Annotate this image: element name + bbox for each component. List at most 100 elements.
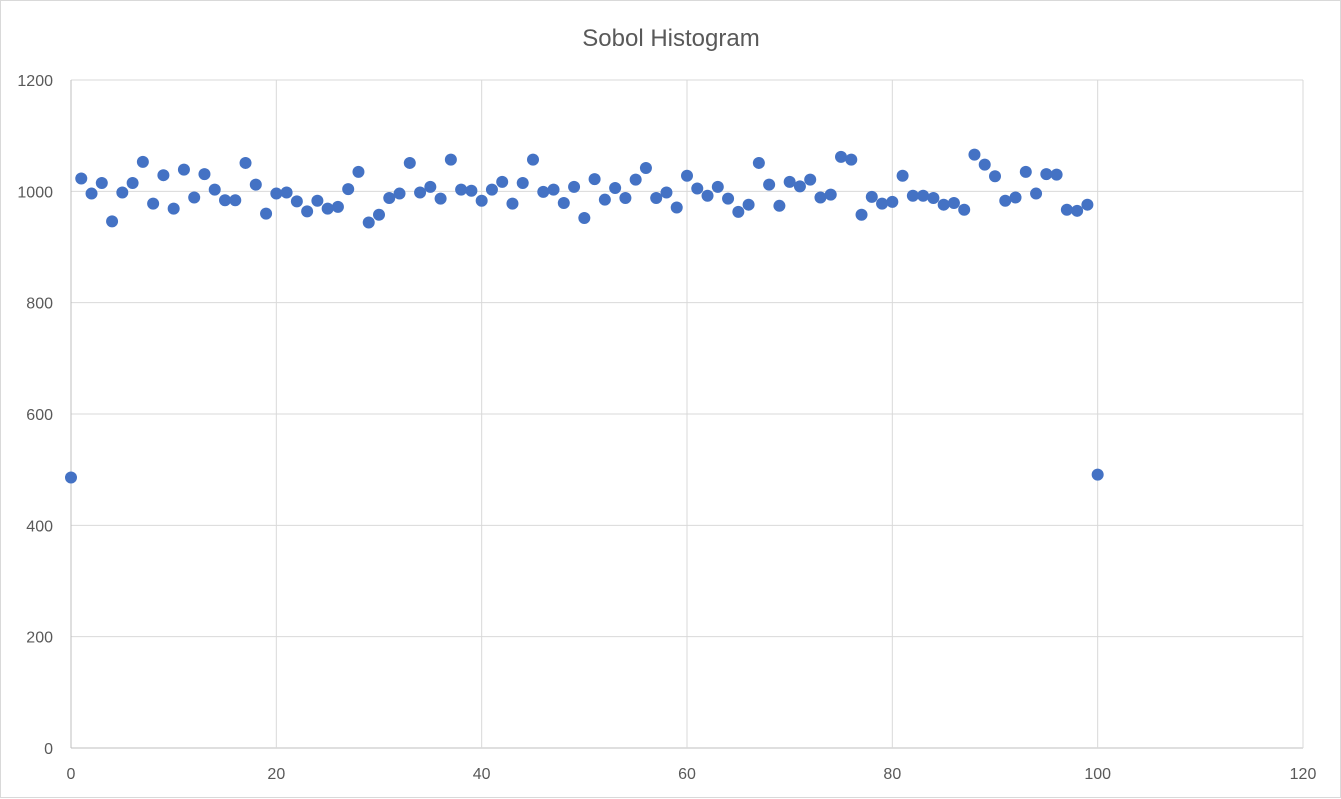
data-point: [968, 148, 981, 161]
data-point: [906, 189, 919, 202]
data-point: [362, 216, 375, 229]
data-point: [609, 181, 622, 194]
axis-tick-labels: 0 200 400 600 800 1000 1200 0 20 40 60 80 100 120: [17, 73, 1316, 783]
data-point: [270, 187, 283, 200]
data-point: [1009, 191, 1022, 204]
data-point: [711, 180, 724, 193]
data-point: [804, 173, 817, 186]
data-point: [537, 185, 550, 198]
chart-title: Sobol Histogram: [582, 25, 759, 52]
y-tick-label: 600: [26, 407, 53, 424]
data-point: [465, 184, 478, 197]
data-point: [516, 176, 529, 189]
data-point: [650, 192, 663, 205]
data-point: [424, 180, 437, 193]
data-point: [188, 191, 201, 204]
x-tick-label: 0: [67, 766, 76, 783]
data-point: [352, 165, 365, 178]
data-point: [249, 178, 262, 191]
y-tick-label: 200: [26, 630, 53, 647]
data-point: [670, 201, 683, 214]
data-point: [455, 183, 468, 196]
data-point: [1091, 468, 1104, 481]
data-point: [331, 200, 344, 213]
data-point: [1060, 203, 1073, 216]
data-point: [927, 192, 940, 205]
data-point: [681, 169, 693, 182]
data-point: [219, 194, 231, 207]
data-point: [557, 197, 570, 210]
data-point: [660, 186, 673, 199]
data-point: [383, 192, 396, 205]
data-point: [629, 173, 642, 186]
data-point: [65, 471, 77, 484]
data-point: [527, 153, 539, 166]
data-point: [742, 198, 755, 211]
data-point: [373, 208, 385, 221]
data-point: [824, 188, 837, 201]
data-point: [598, 193, 611, 206]
data-point: [106, 215, 119, 228]
data-point: [280, 186, 293, 199]
x-tick-label: 80: [883, 766, 901, 783]
data-point: [403, 156, 416, 169]
data-point: [763, 178, 776, 191]
data-point: [157, 169, 170, 182]
data-point: [167, 202, 180, 215]
data-point: [75, 172, 88, 185]
data-point: [978, 158, 991, 171]
data-point: [1081, 198, 1094, 211]
data-point: [321, 202, 334, 215]
data-point: [290, 195, 303, 208]
data-point: [783, 175, 796, 188]
data-point: [1019, 165, 1032, 178]
data-point: [342, 183, 355, 196]
data-point: [177, 163, 190, 176]
y-tick-label: 1200: [17, 73, 53, 90]
x-tick-label: 60: [678, 766, 696, 783]
data-point: [311, 194, 324, 207]
data-point: [136, 155, 149, 168]
data-point: [578, 212, 591, 225]
data-point: [639, 161, 652, 174]
y-tick-label: 0: [44, 741, 53, 758]
data-point: [886, 195, 899, 208]
data-point: [547, 183, 560, 196]
y-tick-label: 800: [26, 296, 53, 313]
data-point: [496, 175, 509, 188]
data-point: [937, 198, 950, 211]
data-point: [1071, 204, 1084, 217]
data-point: [947, 197, 960, 210]
data-point: [1050, 168, 1063, 181]
data-point: [444, 153, 457, 166]
data-point: [835, 150, 847, 163]
data-point: [732, 205, 745, 218]
data-point: [301, 205, 314, 218]
data-point: [588, 173, 601, 186]
data-point: [229, 194, 242, 207]
data-point: [1030, 187, 1043, 200]
x-tick-label: 120: [1290, 766, 1317, 783]
data-point: [1040, 168, 1053, 181]
data-point: [701, 189, 714, 202]
data-point: [208, 183, 221, 196]
data-point: [845, 153, 858, 166]
data-point: [865, 190, 878, 203]
data-points: [65, 148, 1104, 484]
data-point: [414, 186, 427, 199]
data-point: [475, 194, 488, 207]
data-point: [95, 176, 108, 189]
data-point: [260, 207, 273, 220]
data-point: [722, 192, 735, 205]
data-point: [568, 180, 581, 193]
y-tick-label: 400: [26, 518, 53, 535]
data-point: [619, 192, 632, 205]
data-point: [691, 182, 704, 195]
data-point: [434, 192, 447, 205]
data-point: [85, 187, 98, 200]
data-point: [239, 156, 252, 169]
data-point: [989, 170, 1001, 183]
data-point: [485, 183, 498, 196]
